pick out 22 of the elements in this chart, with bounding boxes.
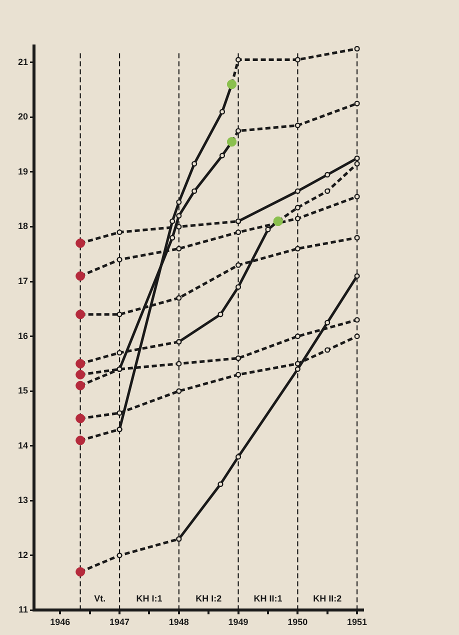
y-tick-label: 19 (18, 166, 28, 176)
x-tick-label: 1948 (168, 617, 189, 628)
y-tick-label: 12 (18, 550, 28, 560)
x-tick-label: 1949 (228, 617, 248, 628)
y-tick-label: 15 (18, 386, 28, 396)
annotation: KH I:2 (196, 594, 222, 604)
y-tick-label: 14 (18, 440, 28, 450)
annotation: KH II:2 (313, 594, 342, 604)
x-tick-label: 1946 (50, 617, 70, 628)
y-tick-label: 16 (18, 330, 28, 341)
x-tick-label: 1947 (110, 617, 130, 628)
y-tick-label: 20 (18, 112, 28, 122)
y-tick-label: 18 (18, 221, 28, 232)
annotation: Vt. (94, 594, 106, 604)
y-tick-label: 11 (18, 604, 28, 615)
x-tick-label: 1951 (347, 617, 368, 628)
y-tick-label: 17 (18, 276, 28, 286)
y-tick-label: 21 (18, 56, 28, 67)
y-tick-label: 13 (18, 495, 28, 506)
annotation: KH I:1 (136, 594, 162, 604)
annotation: KH II:1 (254, 594, 282, 604)
x-tick-label: 1950 (288, 617, 308, 628)
